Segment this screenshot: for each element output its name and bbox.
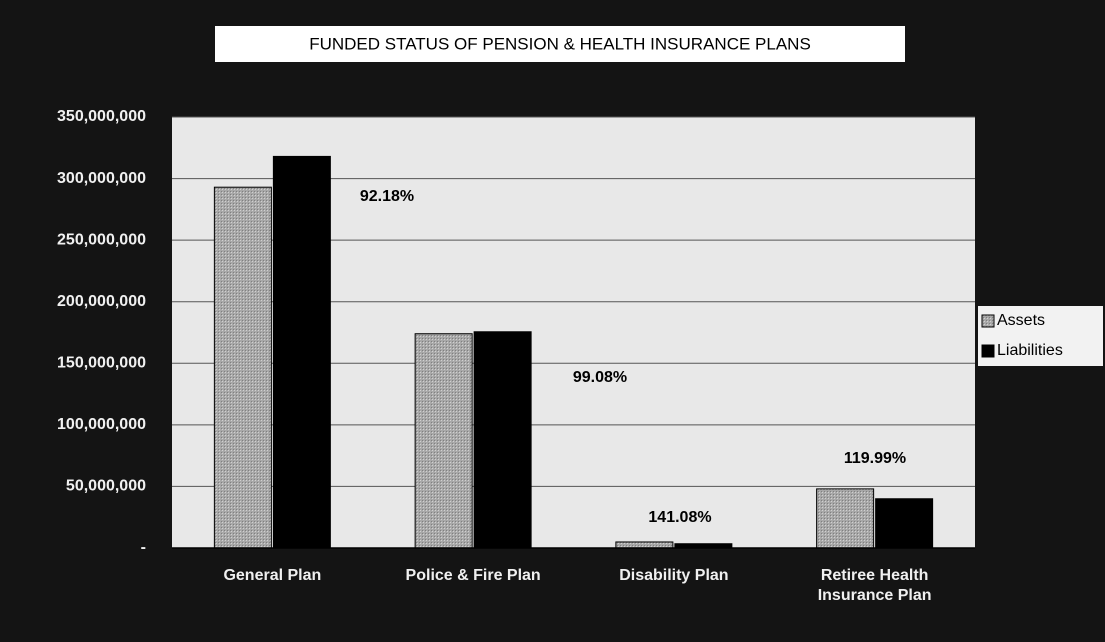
legend-swatch [981, 344, 995, 358]
y-tick-label: 250,000,000 [57, 231, 146, 248]
bar [414, 333, 473, 549]
y-tick-label: 200,000,000 [57, 293, 146, 310]
annotation: 99.08% [573, 369, 627, 386]
bar [816, 488, 875, 549]
bar [875, 498, 934, 549]
y-tick-label: 350,000,000 [57, 108, 146, 125]
x-tick-label: Disability Plan [619, 567, 729, 584]
bar [272, 155, 331, 549]
bar [473, 331, 532, 549]
legend-box [978, 306, 1103, 366]
bar [213, 186, 272, 549]
title-box [215, 26, 905, 62]
x-tick-label: Retiree Health Insurance Plan [817, 567, 932, 604]
legend-swatch [981, 314, 995, 328]
chart-title: FUNDED STATUS OF PENSION & HEALTH INSURA… [309, 34, 811, 53]
annotation: 141.08% [648, 509, 711, 526]
legend-label: Assets [997, 312, 1045, 329]
y-tick-label: - [141, 539, 146, 556]
y-tick-label: 300,000,000 [57, 170, 146, 187]
annotation: 92.18% [360, 188, 414, 205]
y-tick-label: 100,000,000 [57, 416, 146, 433]
y-tick-label: 150,000,000 [57, 355, 146, 372]
bar [615, 541, 674, 549]
annotation: 119.99% [844, 450, 906, 467]
y-tick-label: 50,000,000 [66, 478, 146, 495]
x-tick-label: Police & Fire Plan [405, 567, 541, 584]
x-tick-label: General Plan [223, 567, 322, 584]
legend-label: Liabilities [997, 342, 1063, 359]
